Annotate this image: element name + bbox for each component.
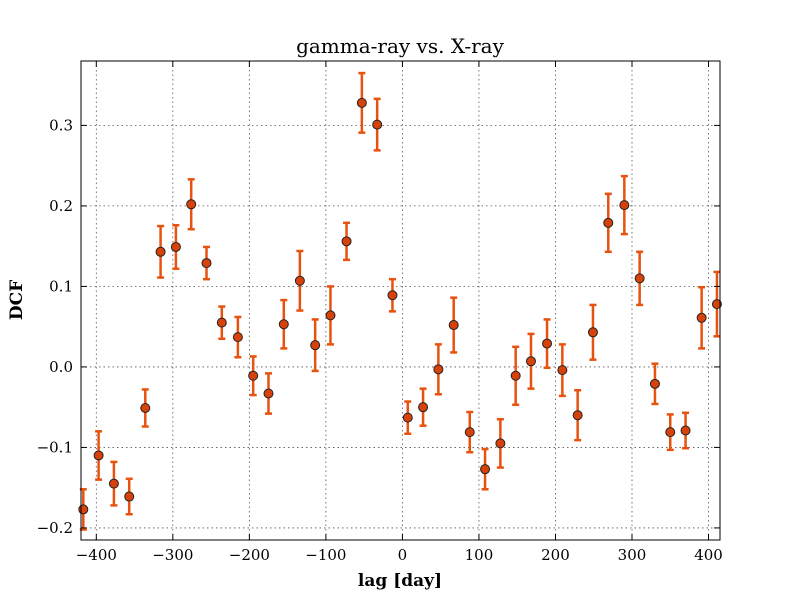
data-point: [186, 199, 197, 210]
data-point: [495, 438, 506, 449]
data-point: [93, 450, 104, 461]
y-tick-label: 0.1: [49, 277, 73, 295]
y-tick-label: 0.2: [49, 197, 73, 215]
data-point: [248, 370, 259, 381]
x-tick-label: −200: [229, 546, 270, 564]
data-point: [572, 410, 583, 421]
data-point: [372, 119, 383, 130]
data-point: [310, 340, 321, 351]
x-tick-label: 400: [694, 546, 723, 564]
data-point: [201, 258, 212, 269]
tick-layer: −400 −300 −200 −100 0 100 200 300 400 −0.2 −0.1 0.0…: [37, 61, 723, 564]
data-point: [587, 327, 598, 338]
data-point: [402, 412, 413, 423]
x-tick-label: −100: [305, 546, 346, 564]
data-point: [155, 246, 166, 257]
data-point: [124, 491, 135, 502]
data-point: [387, 290, 398, 301]
data-point: [433, 364, 444, 375]
grid-layer: [81, 61, 720, 540]
data-point: [480, 464, 491, 475]
data-point: [649, 378, 660, 389]
plot-frame: [80, 60, 721, 541]
data-point: [525, 356, 536, 367]
data-point: [464, 427, 475, 438]
data-point: [140, 402, 151, 413]
data-point: [170, 241, 181, 252]
x-tick-label: 200: [541, 546, 570, 564]
x-tick-label: 300: [618, 546, 647, 564]
data-point: [510, 370, 521, 381]
x-tick-label: −300: [152, 546, 193, 564]
data-point: [619, 200, 630, 211]
x-tick-label: −400: [76, 546, 117, 564]
y-tick-label: 0.0: [49, 358, 73, 376]
data-point: [341, 236, 352, 247]
data-point: [557, 365, 568, 376]
data-point: [78, 504, 89, 515]
data-point: [665, 427, 676, 438]
y-axis-label: DCF: [7, 280, 27, 320]
data-point: [711, 299, 722, 310]
x-axis-label: lag [day]: [358, 571, 442, 591]
data-point: [356, 97, 367, 108]
y-tick-label: 0.3: [49, 116, 73, 134]
data-point: [294, 275, 305, 286]
data-point: [634, 273, 645, 284]
data-layer: [78, 71, 722, 531]
data-point: [278, 319, 289, 330]
data-point: [216, 317, 227, 328]
data-point: [448, 320, 459, 331]
data-point: [603, 217, 614, 228]
y-tick-label: −0.2: [37, 519, 73, 537]
x-tick-label: 0: [398, 546, 408, 564]
data-point: [680, 425, 691, 436]
y-tick-label: −0.1: [37, 438, 73, 456]
data-point: [263, 388, 274, 399]
x-tick-label: 100: [465, 546, 494, 564]
data-point: [696, 312, 707, 323]
data-point: [418, 402, 429, 413]
data-point: [542, 338, 553, 349]
data-point: [325, 310, 336, 321]
data-point: [108, 478, 119, 489]
chart-title: gamma-ray vs. X-ray: [296, 34, 505, 58]
data-point: [232, 332, 243, 343]
